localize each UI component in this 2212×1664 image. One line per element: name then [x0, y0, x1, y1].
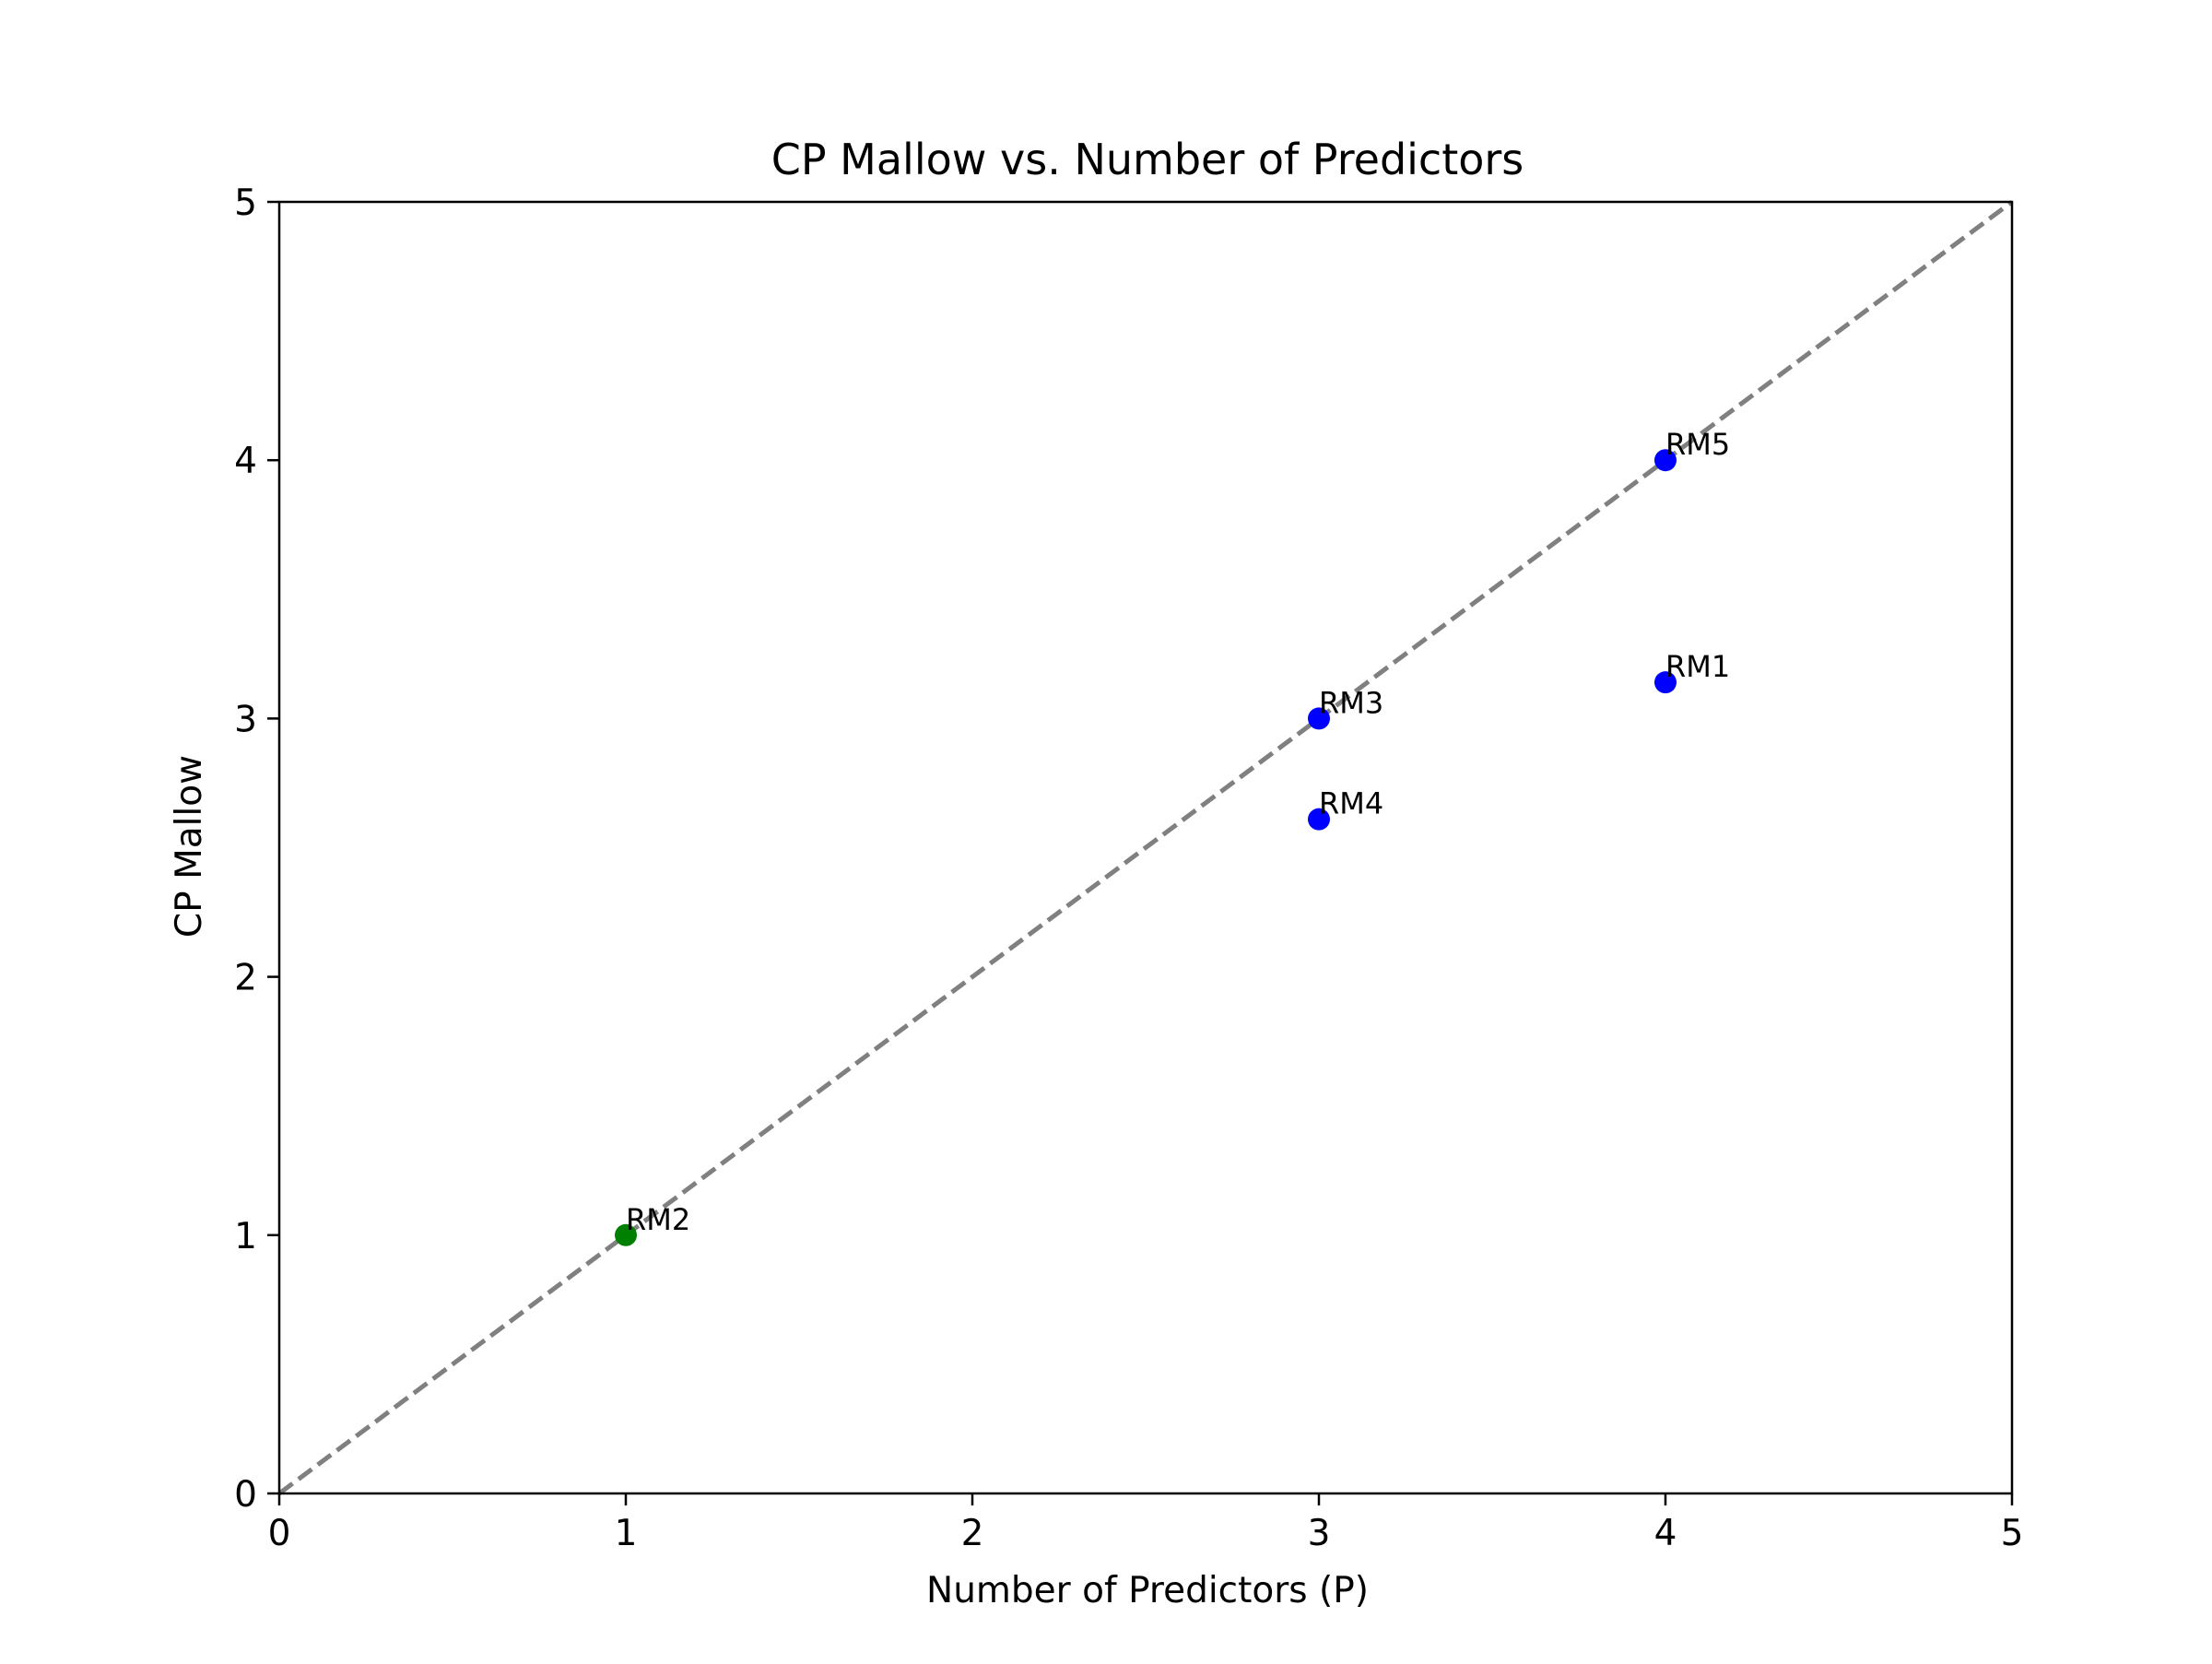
- y-tick-label: 5: [234, 183, 257, 224]
- data-points-layer: [615, 449, 1677, 1246]
- x-tick-label: 5: [2001, 1513, 2024, 1554]
- x-axis-label: Number of Predictors (P): [926, 1570, 1369, 1611]
- point-label-rm3: RM3: [1319, 685, 1383, 720]
- point-label-rm2: RM2: [626, 1202, 690, 1237]
- data-point-rm2: [615, 1223, 637, 1246]
- point-label-rm1: RM1: [1665, 649, 1730, 684]
- point-label-rm4: RM4: [1319, 786, 1383, 821]
- y-tick-label: 1: [234, 1216, 257, 1257]
- x-tick-label: 4: [1654, 1513, 1677, 1554]
- y-tick-label: 0: [234, 1474, 257, 1516]
- x-tick-label: 0: [268, 1513, 291, 1554]
- data-point-rm5: [1654, 449, 1677, 472]
- x-tick-label: 2: [961, 1513, 984, 1554]
- y-tick-label: 3: [234, 699, 257, 740]
- reference-line-layer: [277, 199, 2014, 1496]
- y-tick-label: 4: [234, 441, 257, 482]
- y-axis-label: CP Mallow: [169, 755, 210, 938]
- chart-title: CP Mallow vs. Number of Predictors: [771, 135, 1524, 184]
- data-point-rm4: [1308, 808, 1330, 831]
- y-tick-label: 2: [234, 958, 257, 999]
- point-label-rm5: RM5: [1665, 427, 1730, 462]
- reference-line: [277, 199, 2014, 1496]
- data-point-rm3: [1308, 707, 1330, 730]
- plot-frame: [277, 200, 2014, 1495]
- axes-layer: 0 1 2 3 4 5 0 1 2 3 4 5: [234, 183, 2023, 1554]
- x-tick-label: 3: [1308, 1513, 1331, 1554]
- data-point-rm1: [1654, 671, 1677, 694]
- x-tick-label: 1: [615, 1513, 638, 1554]
- point-labels-layer: RM1 RM2 RM3 RM4 RM5: [626, 427, 1730, 1237]
